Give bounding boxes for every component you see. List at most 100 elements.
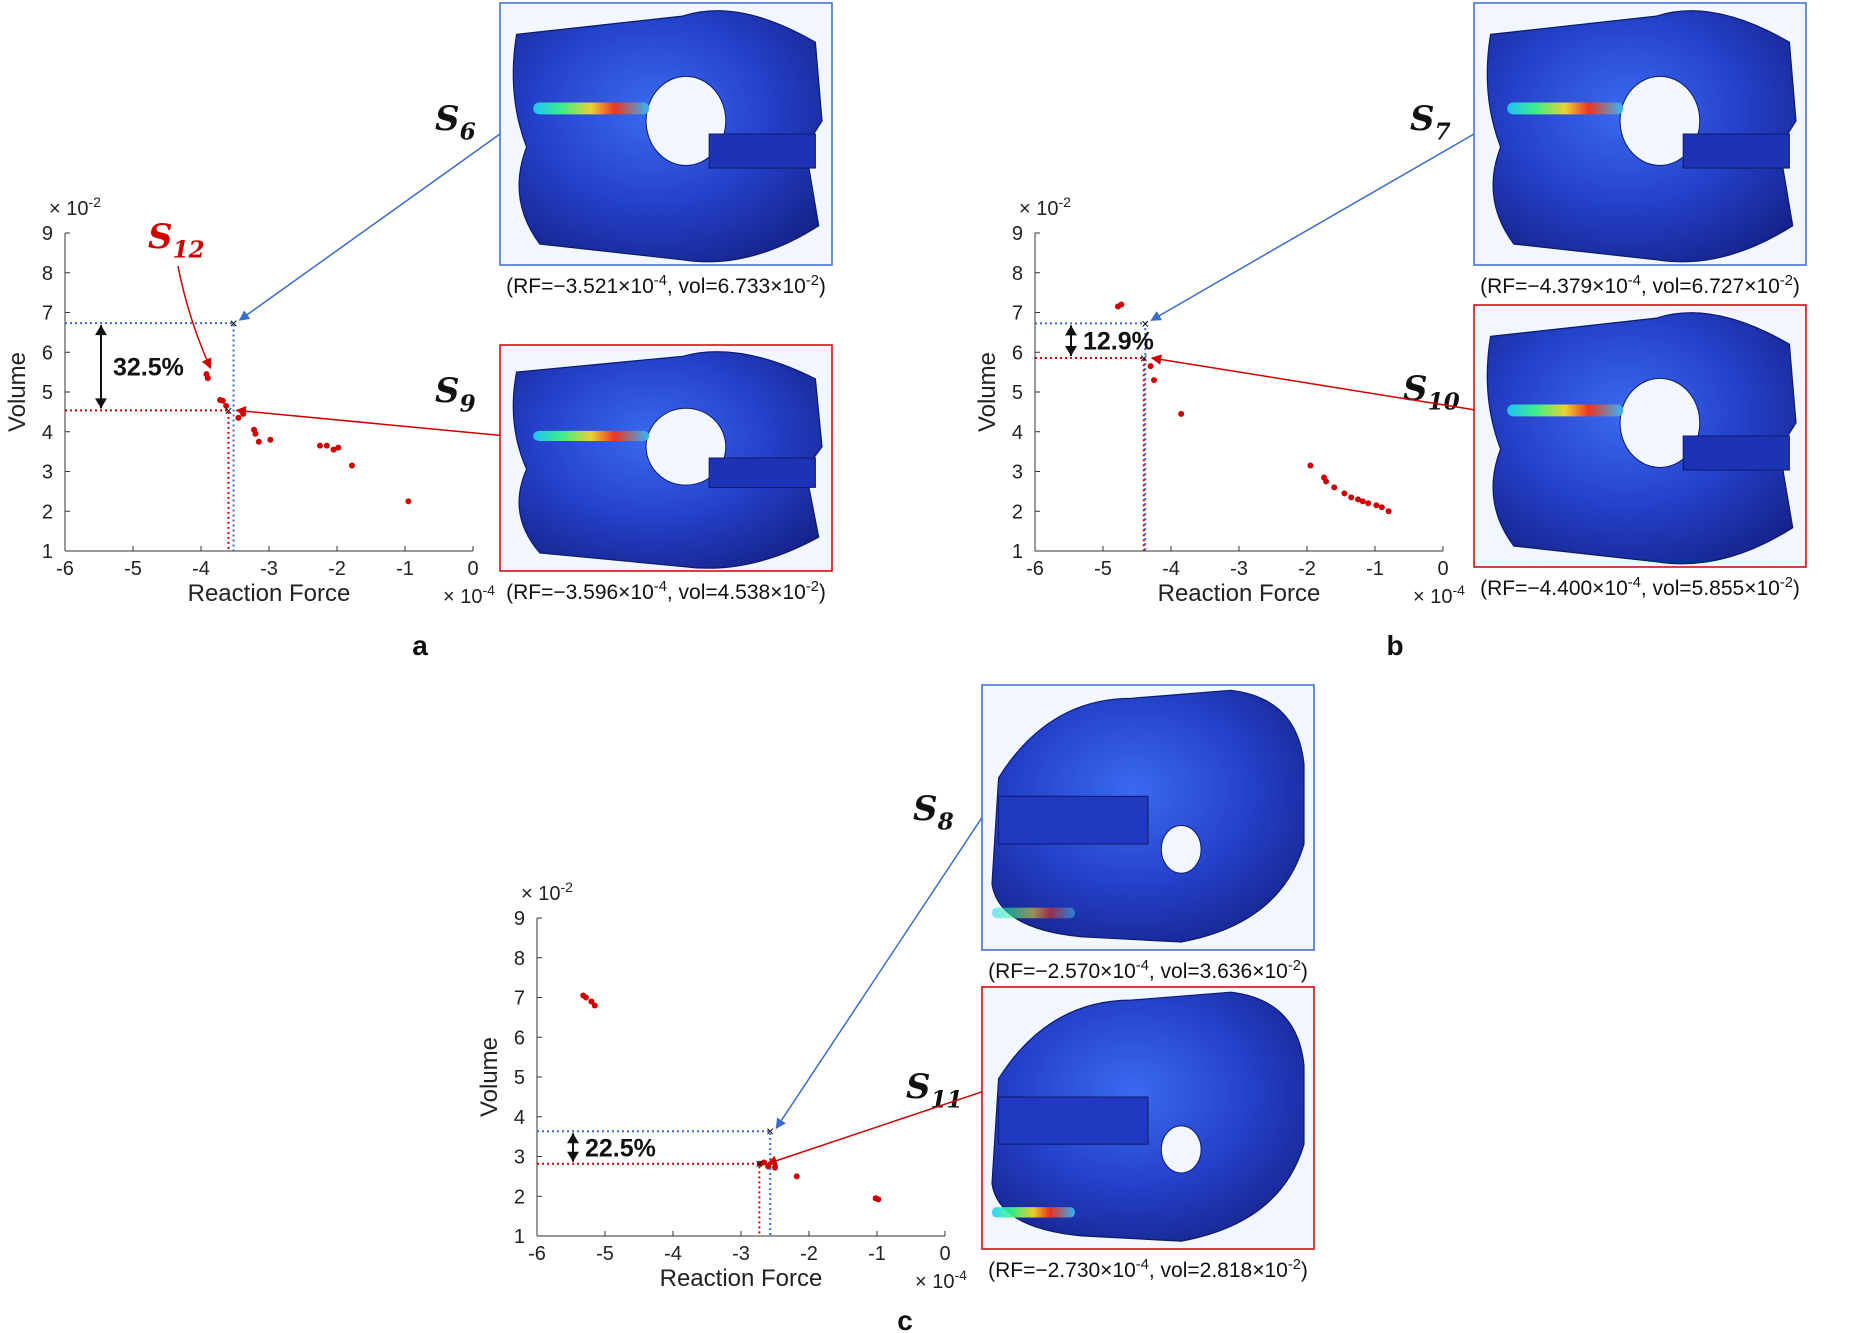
reference-design-label-sub: 7 — [1435, 119, 1451, 146]
data-point — [1147, 363, 1154, 370]
text-run: , vol=6.733×10 — [667, 275, 806, 298]
y-tick-label: 2 — [514, 1186, 525, 1208]
optimal-marker: × — [755, 1156, 763, 1172]
reference-connector — [775, 817, 983, 1130]
optimal-design-label: S10 — [1403, 369, 1460, 416]
optimal-design-render-beam — [708, 457, 816, 488]
superscript: -2 — [1780, 273, 1793, 289]
reduction-arrow-up — [1065, 325, 1077, 336]
x-tick-label: 0 — [1437, 558, 1448, 580]
superscript: -2 — [806, 579, 819, 595]
optimal-design-label-main: S — [1403, 369, 1428, 409]
reference-guide — [65, 322, 235, 551]
data-point — [1385, 508, 1392, 515]
text-run: × 10 — [1019, 198, 1058, 220]
reference-design-label: S6 — [435, 99, 476, 146]
reference-design-label-sub: 8 — [937, 809, 954, 836]
y-tick-label: 6 — [42, 342, 53, 364]
reference-design-render — [1473, 2, 1807, 266]
y-tick-label: 2 — [1012, 501, 1023, 523]
y-exponent: × 10-2 — [1019, 194, 1071, 220]
reduction-arrow-up — [567, 1133, 579, 1144]
optimal-marker: × — [1140, 350, 1148, 366]
text-run: × 10 — [443, 586, 482, 608]
data-point — [323, 442, 330, 449]
superscript: -2 — [806, 273, 819, 289]
reduction-label: 32.5% — [113, 354, 184, 382]
data-point — [761, 1159, 768, 1166]
reduction-label: 22.5% — [585, 1134, 656, 1162]
reference-connector — [1150, 133, 1475, 322]
text-run: (RF=−2.730×10 — [988, 1259, 1136, 1282]
data-point — [591, 1002, 598, 1009]
y-tick-label: 5 — [514, 1067, 525, 1089]
y-tick-label: 9 — [1012, 223, 1023, 245]
y-tick-label: 7 — [514, 988, 525, 1010]
data-point — [1355, 496, 1361, 503]
reference-design-render-hole — [1160, 824, 1202, 874]
y-exponent: × 10-2 — [521, 879, 573, 905]
x-tick-label: 0 — [467, 558, 478, 580]
data-point — [1323, 478, 1330, 485]
reference-design-render-stress-band — [1507, 102, 1624, 115]
x-exponent: × 10-4 — [443, 582, 495, 608]
reduction-arrow-down — [1065, 346, 1077, 357]
data-point — [1348, 494, 1355, 501]
data-point — [330, 446, 337, 453]
text-run: , vol=3.636×10 — [1149, 960, 1288, 983]
data-point — [772, 1164, 778, 1171]
data-point — [335, 444, 342, 451]
data-point — [582, 994, 589, 1001]
x-tick-label: -1 — [868, 1243, 886, 1265]
y-tick-label: 1 — [1012, 541, 1023, 563]
superscript: -2 — [560, 879, 573, 895]
superscript: -4 — [654, 579, 667, 595]
optimal-design-label-sub: 9 — [460, 391, 476, 418]
optimal-caption: (RF=−3.596×10-4, vol=4.538×10-2) — [506, 579, 826, 604]
reference-design-render-stress-band — [991, 907, 1075, 919]
data-point — [252, 430, 259, 437]
text-run: ) — [1793, 275, 1800, 298]
data-point — [1359, 498, 1366, 505]
x-tick-label: -6 — [528, 1243, 546, 1265]
optimal-design-label: S11 — [906, 1067, 963, 1114]
text-run: (RF=−3.521×10 — [506, 275, 654, 298]
text-run: , vol=6.727×10 — [1641, 275, 1780, 298]
y-tick-label: 6 — [1012, 342, 1023, 364]
reference-design-label-main: S — [1410, 99, 1435, 139]
y-axis-label: Volume — [4, 352, 31, 432]
y-tick-label: 4 — [42, 422, 53, 444]
extra-design-label-main: S — [148, 217, 173, 257]
y-axis-label: Volume — [476, 1037, 503, 1117]
superscript: -2 — [1058, 194, 1071, 210]
reference-connector — [238, 133, 501, 321]
optimal-caption: (RF=−2.730×10-4, vol=2.818×10-2) — [988, 1257, 1308, 1282]
optimal-connector — [1150, 354, 1475, 411]
reference-design-label-main: S — [435, 99, 460, 139]
optimal-design-render-hole — [1160, 1125, 1202, 1174]
reference-caption: (RF=−4.379×10-4, vol=6.727×10-2) — [1480, 273, 1800, 298]
reference-design-render — [499, 2, 833, 266]
optimal-design-label-main: S — [435, 371, 460, 411]
x-axis-label: Reaction Force — [1158, 580, 1321, 607]
reference-design-render-beam — [998, 795, 1149, 845]
reference-marker: × — [1141, 315, 1149, 331]
x-tick-label: -4 — [664, 1243, 682, 1265]
data-point — [317, 442, 323, 449]
optimal-caption: (RF=−4.400×10-4, vol=5.855×10-2) — [1480, 575, 1800, 600]
x-tick-label: 0 — [939, 1243, 950, 1265]
reference-design-render — [981, 684, 1315, 951]
data-point — [1341, 490, 1348, 497]
x-tick-label: -1 — [396, 558, 414, 580]
data-point — [255, 438, 262, 445]
text-run: ) — [1301, 1259, 1308, 1282]
superscript: -4 — [1452, 582, 1465, 598]
superscript: -2 — [88, 194, 101, 210]
y-tick-label: 8 — [1012, 263, 1023, 285]
data-point — [1307, 462, 1314, 469]
extra-design-label: S12 — [148, 217, 205, 264]
superscript: -4 — [1136, 1257, 1149, 1273]
x-axis-label: Reaction Force — [188, 580, 351, 607]
